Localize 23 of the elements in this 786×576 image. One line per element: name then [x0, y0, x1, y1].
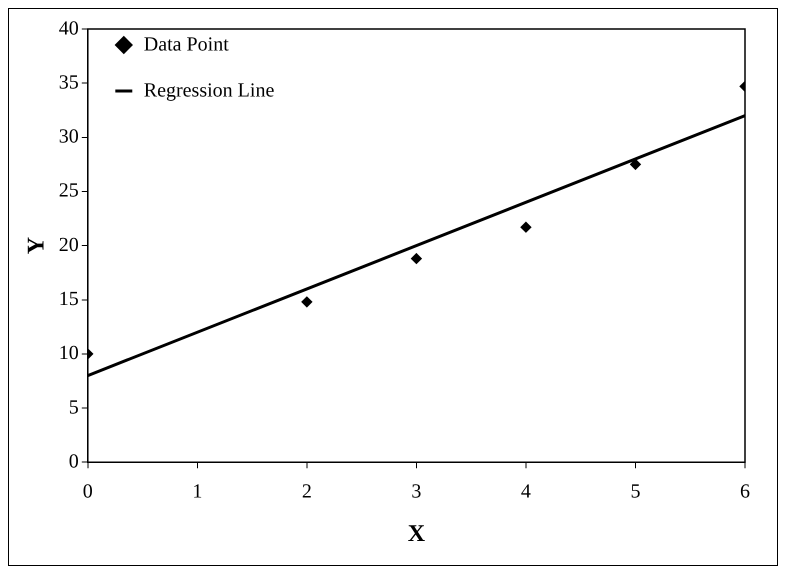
x-tick-label: 3	[411, 480, 422, 502]
y-tick-label: 0	[68, 450, 79, 472]
point	[301, 296, 312, 308]
y-tick-label: 40	[58, 17, 79, 40]
x-tick-label: 5	[630, 480, 640, 502]
legend-label: Regression Line	[144, 79, 274, 102]
x-tick-label: 4	[520, 480, 531, 502]
point	[410, 253, 422, 264]
x-tick-label: 6	[740, 480, 750, 502]
x-tick-label: 1	[192, 480, 202, 502]
legend-label: Data Point	[144, 33, 230, 56]
y-tick-label: 35	[58, 71, 79, 94]
y-axis-title: Y	[24, 236, 50, 254]
y-tick-label: 30	[58, 126, 79, 148]
x-tick-label: 0	[82, 480, 93, 502]
x-tick-label: 2	[302, 480, 312, 502]
point	[520, 222, 532, 233]
x-axis-title: X	[408, 520, 426, 547]
y-tick-label: 5	[68, 396, 79, 418]
y-tick-label: 15	[58, 288, 79, 310]
y-tick-label: 10	[58, 342, 79, 364]
y-tick-label: 25	[58, 180, 79, 202]
y-tick-label: 20	[58, 234, 79, 256]
